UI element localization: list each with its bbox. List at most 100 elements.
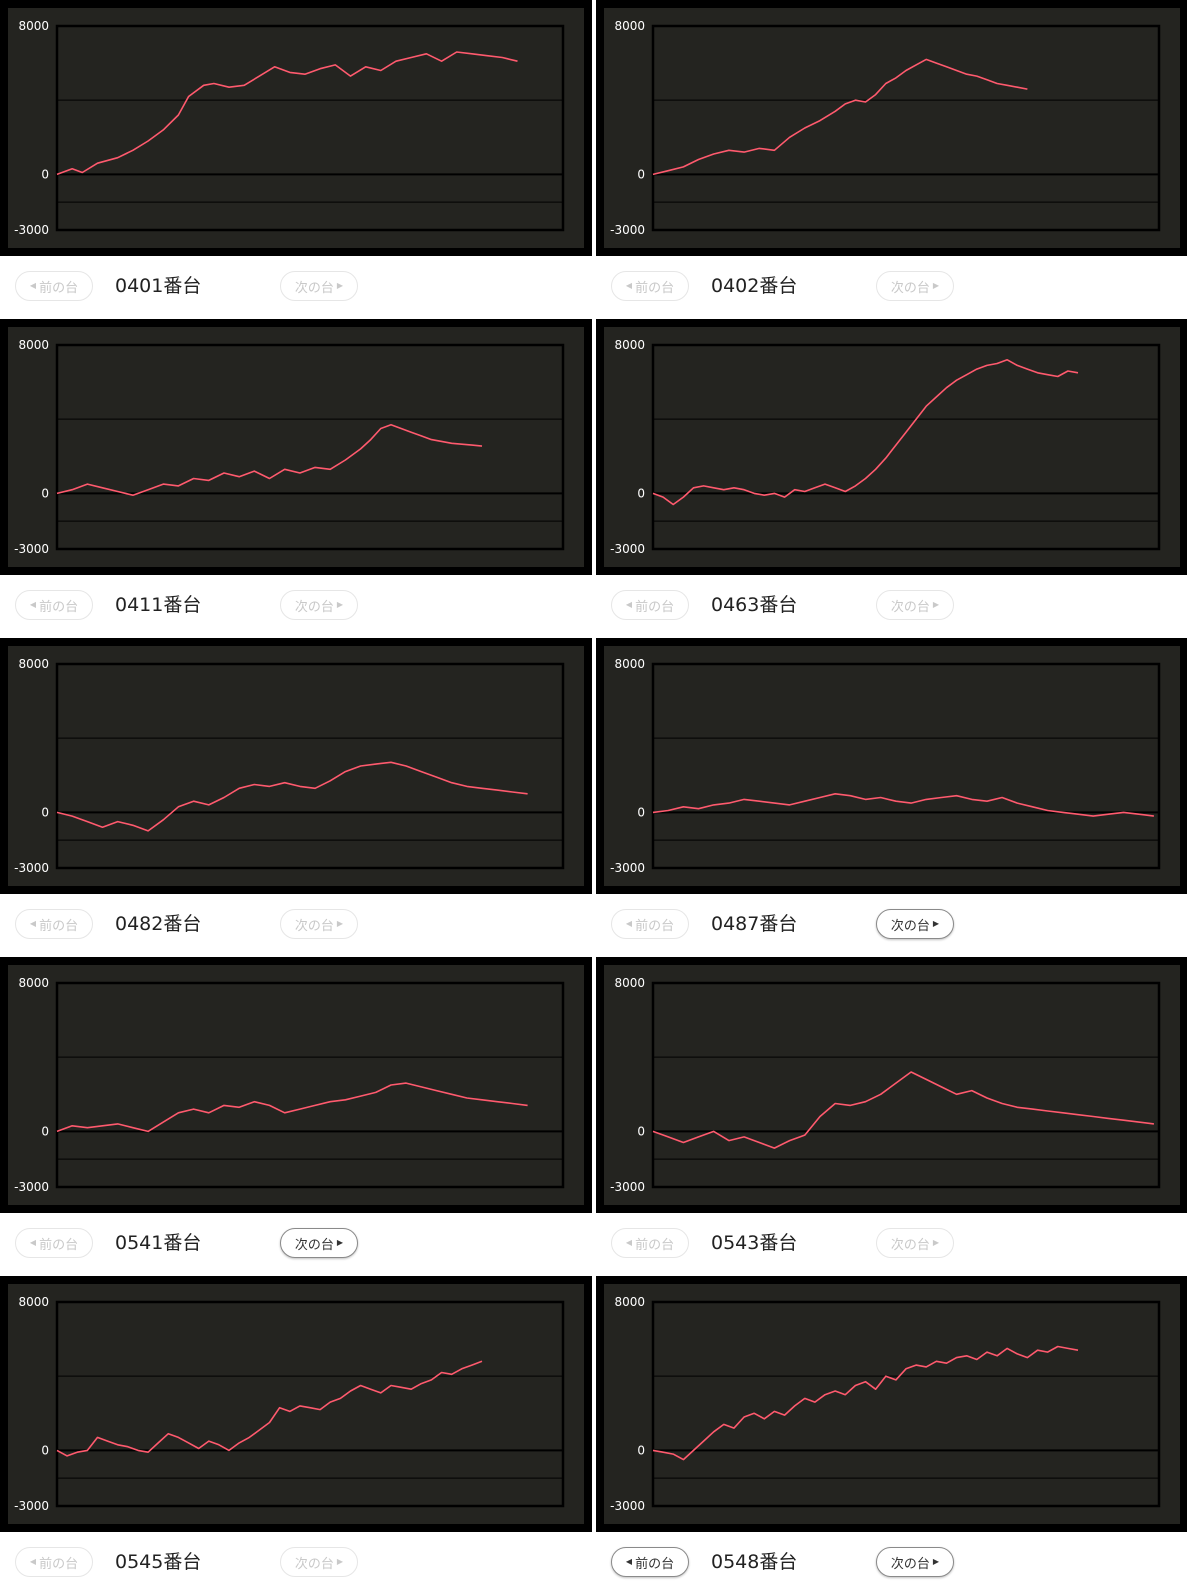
- next-machine-button[interactable]: 次の台 ▶: [280, 590, 358, 620]
- next-machine-button[interactable]: 次の台 ▶: [876, 909, 954, 939]
- next-label: 次の台: [890, 599, 930, 615]
- y-tick-label: -3000: [14, 861, 49, 875]
- plot-frame: [651, 343, 1161, 551]
- y-tick-label: 0: [637, 167, 645, 181]
- slump-line: [652, 1345, 1079, 1461]
- machine-number: 0402番台: [711, 275, 798, 297]
- prev-machine-button[interactable]: ◀ 前の台: [15, 1547, 93, 1577]
- y-tick-label: 8000: [18, 976, 49, 990]
- y-tick-label: 0: [41, 167, 49, 181]
- machine-chart-card: 8000 0 -3000 ◀ 前の台 0463番台 次の台 ▶: [596, 319, 1187, 637]
- machine-chart-card: 8000 0 -3000 ◀ 前の台 0487番台 次の台 ▶: [596, 638, 1187, 956]
- slump-chart: 8000 0 -3000: [604, 1284, 1180, 1524]
- next-machine-button[interactable]: 次の台 ▶: [876, 271, 954, 301]
- next-machine-button[interactable]: 次の台 ▶: [280, 1547, 358, 1577]
- slump-line: [56, 1082, 528, 1133]
- plot-frame: [55, 1300, 565, 1508]
- machine-nav: ◀ 前の台 0545番台 次の台 ▶: [0, 1532, 592, 1594]
- caret-right-icon: ▶: [932, 281, 940, 290]
- next-machine-button[interactable]: 次の台 ▶: [876, 1547, 954, 1577]
- prev-machine-button[interactable]: ◀ 前の台: [611, 1547, 689, 1577]
- prev-machine-button[interactable]: ◀ 前の台: [611, 1228, 689, 1258]
- prev-label: 前の台: [635, 1237, 675, 1253]
- machine-nav: ◀ 前の台 0548番台 次の台 ▶: [596, 1532, 1187, 1594]
- slump-line: [652, 1071, 1154, 1149]
- caret-right-icon: ▶: [336, 1557, 344, 1566]
- prev-label: 前の台: [39, 599, 79, 615]
- prev-machine-button[interactable]: ◀ 前の台: [611, 271, 689, 301]
- machine-nav: ◀ 前の台 0541番台 次の台 ▶: [0, 1213, 592, 1275]
- prev-label: 前の台: [635, 1556, 675, 1572]
- next-machine-button[interactable]: 次の台 ▶: [280, 271, 358, 301]
- machine-number: 0487番台: [711, 913, 798, 935]
- machine-number: 0543番台: [711, 1232, 798, 1254]
- plot-frame: [55, 981, 565, 1189]
- caret-left-icon: ◀: [625, 919, 633, 928]
- slump-chart: 8000 0 -3000: [8, 646, 584, 886]
- slump-chart: 8000 0 -3000: [604, 646, 1180, 886]
- caret-left-icon: ◀: [625, 1557, 633, 1566]
- y-tick-label: 8000: [18, 1295, 49, 1309]
- caret-right-icon: ▶: [336, 281, 344, 290]
- plot-frame: [55, 662, 565, 870]
- caret-left-icon: ◀: [29, 1557, 37, 1566]
- next-machine-button[interactable]: 次の台 ▶: [280, 909, 358, 939]
- next-label: 次の台: [294, 1237, 334, 1253]
- plot-frame: [651, 24, 1161, 232]
- y-tick-label: 0: [41, 1443, 49, 1457]
- machine-nav: ◀ 前の台 0487番台 次の台 ▶: [596, 894, 1187, 956]
- caret-left-icon: ◀: [29, 1238, 37, 1247]
- y-tick-label: 0: [41, 805, 49, 819]
- y-tick-label: -3000: [610, 1180, 645, 1194]
- chart-background: [604, 1284, 1180, 1524]
- chart-panel: 8000 0 -3000: [0, 1276, 592, 1532]
- prev-machine-button[interactable]: ◀ 前の台: [15, 1228, 93, 1258]
- slump-line: [652, 358, 1079, 506]
- slump-chart: 8000 0 -3000: [604, 327, 1180, 567]
- slump-chart: 8000 0 -3000: [8, 8, 584, 248]
- chart-background: [8, 8, 584, 248]
- prev-label: 前の台: [635, 280, 675, 296]
- prev-label: 前の台: [39, 918, 79, 934]
- prev-machine-button[interactable]: ◀ 前の台: [15, 909, 93, 939]
- prev-machine-button[interactable]: ◀ 前の台: [611, 590, 689, 620]
- plot-frame: [55, 24, 565, 232]
- machine-number: 0541番台: [115, 1232, 202, 1254]
- caret-right-icon: ▶: [336, 1238, 344, 1247]
- machine-nav: ◀ 前の台 0543番台 次の台 ▶: [596, 1213, 1187, 1275]
- y-tick-label: 8000: [614, 657, 645, 671]
- machine-chart-card: 8000 0 -3000 ◀ 前の台 0545番台 次の台 ▶: [0, 1276, 592, 1594]
- prev-machine-button[interactable]: ◀ 前の台: [15, 590, 93, 620]
- chart-panel: 8000 0 -3000: [0, 957, 592, 1213]
- prev-machine-button[interactable]: ◀ 前の台: [611, 909, 689, 939]
- y-tick-label: 8000: [18, 19, 49, 33]
- prev-machine-button[interactable]: ◀ 前の台: [15, 271, 93, 301]
- prev-label: 前の台: [635, 599, 675, 615]
- slump-line: [652, 793, 1154, 817]
- y-tick-label: 8000: [18, 338, 49, 352]
- machine-nav: ◀ 前の台 0482番台 次の台 ▶: [0, 894, 592, 956]
- machine-nav: ◀ 前の台 0463番台 次の台 ▶: [596, 575, 1187, 637]
- next-label: 次の台: [294, 280, 334, 296]
- next-label: 次の台: [890, 1237, 930, 1253]
- next-label: 次の台: [294, 599, 334, 615]
- caret-left-icon: ◀: [625, 1238, 633, 1247]
- caret-left-icon: ◀: [29, 919, 37, 928]
- chart-panel: 8000 0 -3000: [596, 638, 1187, 894]
- next-machine-button[interactable]: 次の台 ▶: [280, 1228, 358, 1258]
- slump-chart: 8000 0 -3000: [604, 8, 1180, 248]
- chart-background: [604, 327, 1180, 567]
- caret-left-icon: ◀: [29, 600, 37, 609]
- y-tick-label: 8000: [614, 19, 645, 33]
- machine-nav: ◀ 前の台 0401番台 次の台 ▶: [0, 256, 592, 318]
- prev-label: 前の台: [39, 280, 79, 296]
- slump-line: [56, 761, 528, 832]
- y-tick-label: -3000: [610, 223, 645, 237]
- caret-right-icon: ▶: [336, 919, 344, 928]
- plot-frame: [55, 343, 565, 551]
- chart-panel: 8000 0 -3000: [0, 0, 592, 256]
- next-machine-button[interactable]: 次の台 ▶: [876, 1228, 954, 1258]
- y-tick-label: -3000: [14, 1499, 49, 1513]
- machine-chart-card: 8000 0 -3000 ◀ 前の台 0482番台 次の台 ▶: [0, 638, 592, 956]
- next-machine-button[interactable]: 次の台 ▶: [876, 590, 954, 620]
